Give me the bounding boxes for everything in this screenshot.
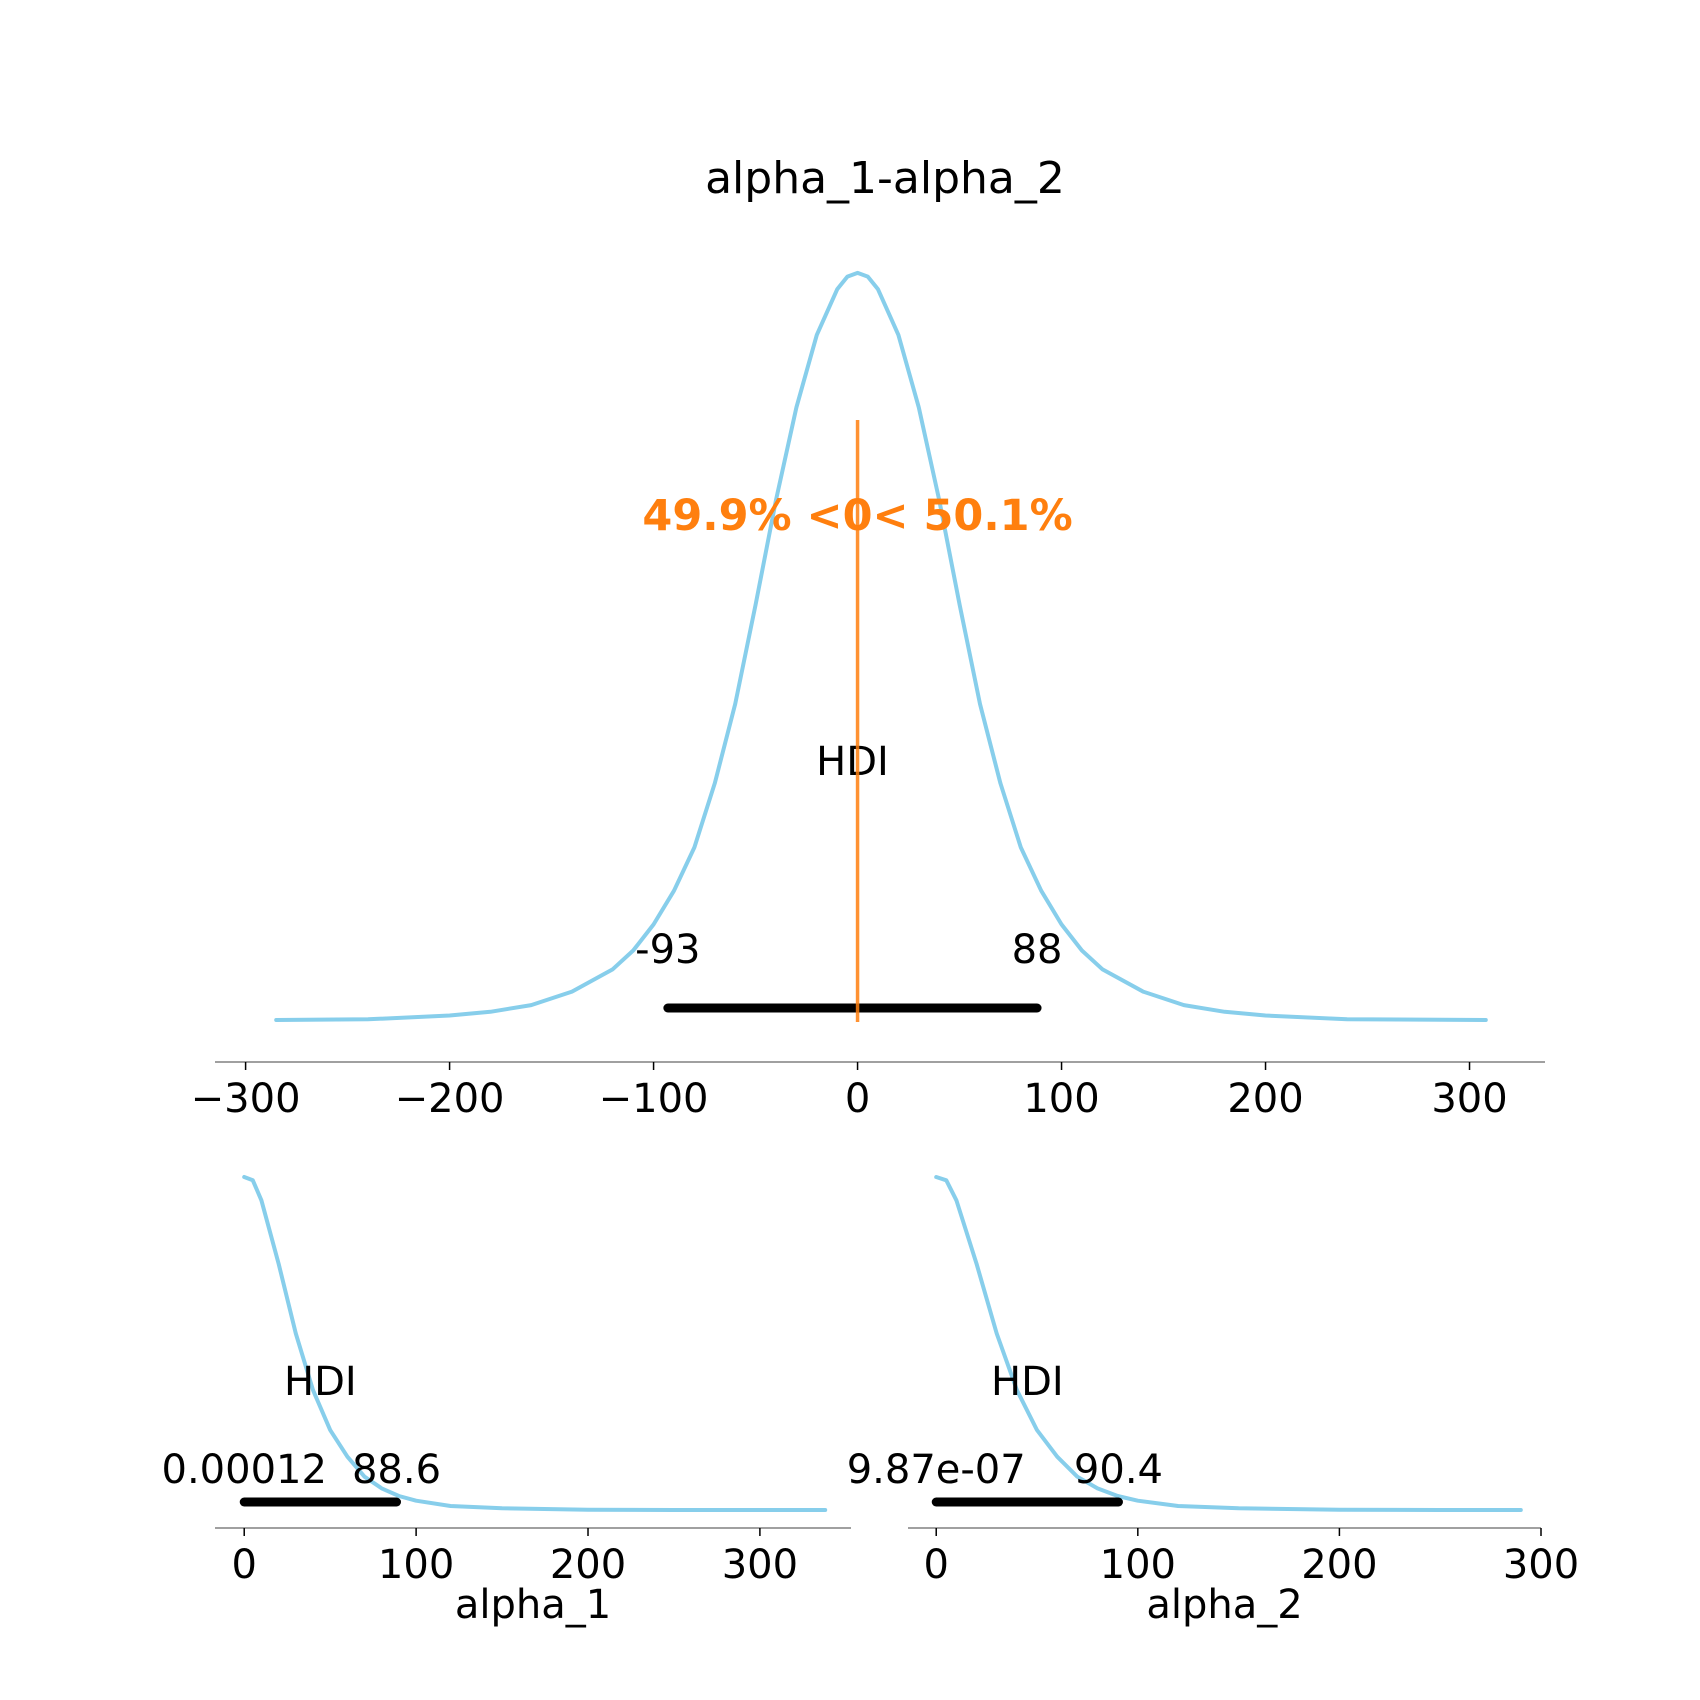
plot-title: alpha_1-alpha_2 [705,153,1065,204]
panel-alpha-1: HDI 0.00012 88.6 0 100 200 300 alpha_1 [162,1175,851,1628]
reference-text: 49.9% <0< 50.1% [642,491,1072,541]
x-tick-label: −300 [191,1076,301,1122]
hdi-label: HDI [284,1359,357,1405]
hdi-high-value: 90.4 [1074,1447,1163,1493]
density-curve [934,1175,1523,1512]
hdi-label: HDI [816,739,889,785]
x-tick-label: 300 [1431,1076,1507,1122]
x-tick-label: 0 [923,1542,948,1588]
hdi-low-value: -93 [635,927,700,973]
density-curve [242,1175,828,1512]
x-axis-label: alpha_1 [455,1582,611,1628]
x-tick-label: 0 [231,1542,256,1588]
panel-difference: alpha_1-alpha_2 HDI -93 88 49.9% <0< 50.1% −3… [191,153,1545,1122]
x-tick-label: 300 [1503,1542,1579,1588]
x-tick-label: −100 [599,1076,709,1122]
hdi-high-value: 88.6 [352,1447,441,1493]
density-curve [274,270,1488,1022]
x-tick-label: 200 [550,1542,626,1588]
x-tick-label: 200 [1227,1076,1303,1122]
x-tick-label: 300 [722,1542,798,1588]
hdi-high-value: 88 [1012,927,1063,973]
x-tick-label: 100 [378,1542,454,1588]
x-axis-label: alpha_2 [1146,1582,1302,1628]
x-tick-label: −200 [395,1076,505,1122]
x-tick-label: 100 [1100,1542,1176,1588]
hdi-label: HDI [991,1359,1064,1405]
x-tick-label: 0 [845,1076,870,1122]
x-tick-label: 200 [1301,1542,1377,1588]
x-tick-label: 100 [1023,1076,1099,1122]
hdi-low-value: 9.87e-07 [847,1447,1026,1493]
panel-alpha-2: HDI 9.87e-07 90.4 0 100 200 300 alpha_2 [847,1175,1579,1628]
hdi-low-value: 0.00012 [162,1447,327,1493]
